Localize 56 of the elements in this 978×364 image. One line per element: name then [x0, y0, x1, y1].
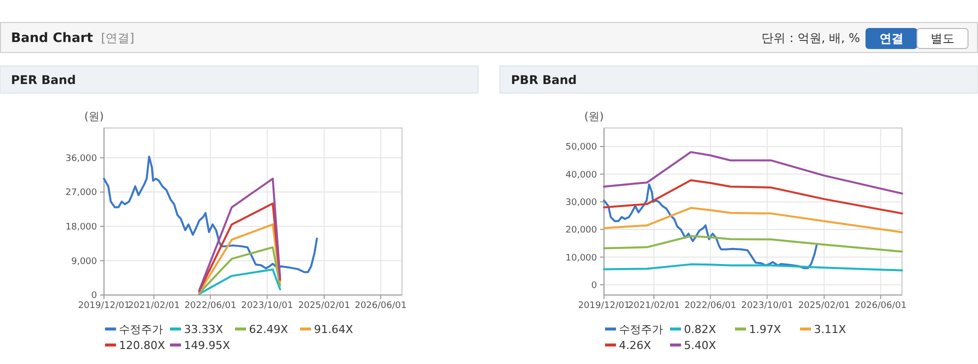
legend-label: 91.64X [314, 322, 354, 336]
x-tick-label: 2026/06/01 [854, 301, 907, 311]
y-tick-label: 10,000 [566, 253, 598, 264]
y-tick-label: 0 [591, 280, 598, 291]
line-series [198, 268, 282, 295]
text: Band Chart [11, 31, 93, 46]
line-series [603, 183, 818, 270]
chart-title: PER Band [11, 73, 76, 87]
x-tick-label: 2023/10/01 [741, 301, 794, 311]
legend-label: 4.26X [619, 338, 652, 352]
line-series [603, 263, 903, 272]
x-tick-label: 2022/06/01 [184, 301, 236, 311]
legend-label: 0.82X [684, 322, 716, 336]
x-tick-label: 2025/02/01 [298, 301, 350, 311]
x-tick-label: 2019/12/01 [78, 301, 130, 311]
text: 연결 [880, 32, 904, 46]
x-tick-label: 2025/02/01 [798, 301, 850, 311]
y-tick-label: 0 [91, 291, 98, 302]
legend-label: 62.49X [249, 322, 288, 336]
legend-label: 3.11X [814, 322, 846, 336]
y-tick-label: 20,000 [566, 226, 598, 236]
x-tick-label: 2021/02/01 [628, 301, 680, 311]
line-series [603, 235, 903, 253]
line-series [103, 156, 318, 274]
line-series [603, 179, 903, 214]
line-series [198, 178, 282, 292]
line-series [603, 206, 903, 234]
y-tick-label: 9,000 [71, 256, 98, 267]
y-tick-label: 30,000 [566, 198, 598, 208]
text: [연결] [100, 31, 134, 45]
legend-label: 수정주가 [119, 322, 163, 336]
legend-label: 120.80X [119, 338, 166, 352]
line-series [198, 246, 282, 294]
x-tick-label: 2026/06/01 [354, 301, 407, 311]
y-tick-label: 50,000 [566, 142, 598, 153]
line-series [603, 151, 903, 195]
x-tick-label: 2021/02/01 [128, 301, 180, 311]
y-axis-title: (원) [84, 110, 104, 123]
y-tick-label: 18,000 [66, 222, 98, 233]
legend-label: 5.40X [684, 338, 716, 352]
y-tick-label: 27,000 [66, 188, 98, 198]
legend-label: 1.97X [749, 322, 782, 336]
legend-label: 149.95X [184, 338, 230, 352]
x-tick-label: 2019/12/01 [578, 301, 630, 311]
y-axis-title: (원) [584, 110, 604, 123]
y-tick-label: 40,000 [566, 170, 598, 180]
chart-title: PBR Band [511, 73, 577, 87]
x-tick-label: 2022/06/01 [684, 301, 736, 311]
text: 별도 [930, 32, 954, 46]
line-series [198, 223, 282, 294]
y-tick-label: 36,000 [66, 154, 98, 164]
legend-label: 수정주가 [619, 322, 663, 336]
x-tick-label: 2023/10/01 [241, 301, 294, 311]
legend-label: 33.33X [184, 322, 224, 336]
line-series [198, 202, 282, 292]
text: 단위 : 억원, 배, % [762, 31, 860, 45]
